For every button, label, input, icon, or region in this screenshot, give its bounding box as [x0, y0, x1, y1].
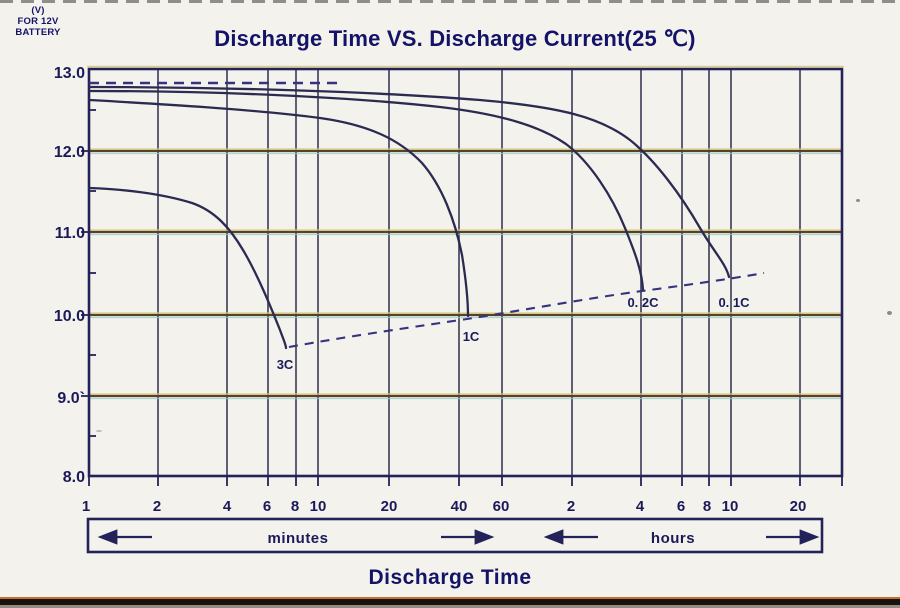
x-tick-1min: 1 [82, 498, 90, 515]
label-0-2C: 0. 2C [627, 295, 659, 310]
y-tick-labels: 13.0 12.0 11.0 10.0 9.0` 8.0 [54, 65, 85, 486]
y-tick-9: 9.0` [57, 390, 85, 407]
x-tick-10h: 10 [722, 498, 739, 515]
scan-speck [96, 430, 102, 432]
scale-bar-box [86, 517, 824, 554]
horizontal-gridlines [89, 148, 842, 400]
scan-edge-top [0, 0, 900, 3]
y-axis-unit-line2: FOR 12V [17, 16, 59, 27]
y-axis-unit-label: (V) FOR 12V BATTERY [6, 5, 70, 38]
curve-end-labels: 3C 1C 0. 2C 0. 1C [277, 295, 750, 372]
curve-0-1C [87, 85, 731, 279]
x-tick-labels-hours: 2 4 6 8 10 20 [567, 498, 807, 515]
x-tick-2min: 2 [153, 498, 161, 515]
x-tick-6h: 6 [677, 498, 685, 515]
curve-3C [87, 186, 288, 350]
x-tick-8h: 8 [703, 498, 711, 515]
x-axis-ticks [88, 476, 843, 486]
y-axis-unit-line1: (V) [31, 5, 45, 16]
label-1C: 1C [463, 329, 480, 344]
x-tick-20h: 20 [790, 498, 807, 515]
x-axis-title: Discharge Time [368, 566, 532, 589]
y-tick-12: 12.0 [54, 144, 85, 161]
y-tick-8: 8.0 [63, 469, 85, 486]
vertical-gridlines [157, 69, 801, 476]
label-3C: 3C [277, 357, 294, 372]
scan-speck [887, 311, 892, 315]
discharge-curves [87, 85, 731, 350]
cutoff-voltage-dashed-line [288, 271, 765, 349]
x-tick-4h: 4 [636, 498, 645, 515]
x-tick-6min: 6 [263, 498, 271, 515]
y-axis-unit-line3: BATTERY [15, 27, 61, 38]
y-tick-13: 13.0 [54, 65, 85, 82]
y-axis-ticks [81, 109, 96, 437]
scan-edge-bottom [0, 597, 900, 608]
x-tick-60min: 60 [493, 498, 510, 515]
y-tick-11: 11.0 [55, 225, 85, 242]
y-tick-10: 10.0 [54, 308, 85, 325]
x-tick-40min: 40 [451, 498, 468, 515]
curve-1C [87, 98, 470, 318]
x-tick-2h: 2 [567, 498, 575, 515]
minutes-label: minutes [267, 530, 328, 547]
x-tick-4min: 4 [223, 498, 232, 515]
x-tick-labels-minutes: 1 2 4 6 8 10 20 40 60 [82, 498, 510, 515]
hours-label: hours [651, 530, 695, 547]
x-tick-8min: 8 [291, 498, 299, 515]
curve-0-2C [87, 89, 645, 292]
label-0-1C: 0. 1C [718, 295, 750, 310]
time-unit-scale-bar: minutes hours [86, 517, 824, 554]
scan-speck [856, 199, 860, 202]
chart-title: Discharge Time VS. Discharge Current(25 … [214, 26, 696, 51]
x-tick-10min: 10 [310, 498, 327, 515]
x-tick-20min: 20 [381, 498, 398, 515]
